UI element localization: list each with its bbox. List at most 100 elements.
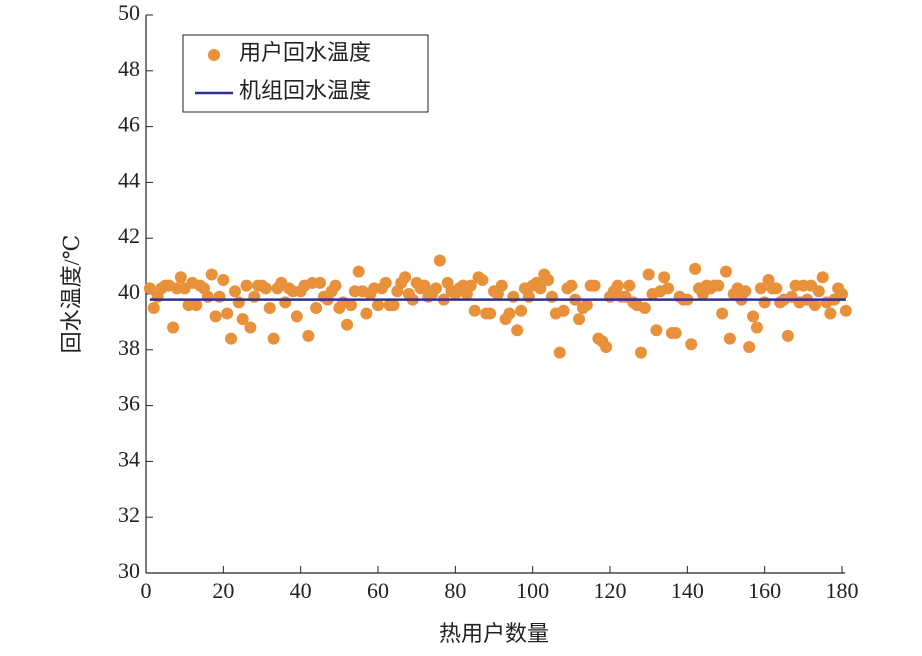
- x-tick-label: 20: [212, 578, 234, 603]
- scatter-point: [712, 279, 725, 292]
- scatter-point: [302, 329, 315, 342]
- scatter-point: [201, 290, 214, 303]
- scatter-point: [588, 279, 601, 292]
- scatter-point: [433, 254, 446, 267]
- scatter-point: [542, 274, 555, 287]
- scatter-point: [723, 332, 736, 345]
- y-tick-label: 34: [118, 446, 140, 471]
- scatter-point: [685, 338, 698, 351]
- scatter-point: [495, 279, 508, 292]
- y-tick-label: 30: [118, 558, 140, 583]
- y-tick-label: 50: [118, 0, 140, 25]
- scatter-point: [565, 279, 578, 292]
- scatter-point: [209, 310, 222, 323]
- scatter-point: [143, 282, 156, 295]
- x-tick-label: 0: [141, 578, 152, 603]
- scatter-point: [546, 290, 558, 303]
- scatter-point: [228, 285, 241, 298]
- scatter-point: [634, 346, 647, 359]
- legend-marker: [208, 49, 220, 61]
- scatter-point: [221, 307, 234, 320]
- scatter-point: [662, 282, 674, 295]
- x-tick-label: 100: [516, 578, 549, 603]
- scatter-point: [259, 282, 272, 295]
- scatter-point: [372, 299, 384, 312]
- scatter-point: [580, 299, 593, 312]
- scatter-point: [213, 290, 226, 303]
- scatter-point: [553, 346, 566, 359]
- scatter-point: [341, 318, 354, 331]
- scatter-point: [836, 288, 848, 300]
- legend-label: 用户回水温度: [239, 40, 371, 65]
- scatter-point: [770, 282, 783, 295]
- x-tick-label: 80: [444, 578, 466, 603]
- scatter-point: [808, 299, 821, 312]
- scatter-point: [484, 307, 497, 320]
- scatter-point: [573, 313, 586, 326]
- x-tick-label: 180: [826, 578, 859, 603]
- scatter-point: [669, 327, 682, 340]
- scatter-point: [747, 310, 760, 323]
- scatter-point: [399, 271, 412, 284]
- scatter-point: [758, 296, 771, 309]
- scatter-point: [167, 321, 180, 334]
- scatter-point: [522, 290, 535, 303]
- scatter-point: [468, 304, 481, 317]
- scatter-point: [600, 341, 613, 354]
- scatter-point: [232, 296, 245, 309]
- scatter-point: [623, 279, 636, 292]
- y-tick-label: 40: [118, 279, 140, 304]
- scatter-point: [557, 304, 570, 317]
- scatter-point: [310, 301, 323, 314]
- scatter-point: [781, 329, 794, 342]
- scatter-point: [650, 324, 663, 337]
- scatter-point: [360, 307, 373, 320]
- y-tick-label: 48: [118, 56, 140, 81]
- scatter-point: [267, 332, 280, 345]
- scatter-point: [716, 307, 729, 320]
- x-tick-label: 40: [290, 578, 312, 603]
- scatter-point: [464, 279, 477, 292]
- scatter-point: [244, 321, 257, 334]
- scatter-point: [658, 271, 671, 284]
- y-tick-label: 32: [118, 502, 140, 527]
- scatter-point: [816, 271, 829, 284]
- scatter-point: [344, 299, 357, 312]
- scatter-point: [750, 321, 763, 334]
- scatter-point: [515, 304, 528, 317]
- y-axis-label: 回水温度/℃: [59, 235, 84, 354]
- x-tick-label: 160: [748, 578, 781, 603]
- scatter-point: [507, 290, 520, 303]
- scatter-point: [240, 279, 253, 292]
- scatter-point: [263, 301, 276, 314]
- scatter-point: [174, 271, 187, 284]
- scatter-point: [754, 282, 767, 295]
- scatter-point: [387, 299, 400, 312]
- scatter-point: [279, 296, 292, 309]
- legend-label: 机组回水温度: [239, 78, 371, 103]
- x-tick-label: 140: [671, 578, 704, 603]
- scatter-point: [638, 301, 651, 314]
- y-tick-label: 46: [118, 112, 140, 137]
- scatter-point: [743, 341, 756, 354]
- x-axis-label: 热用户数量: [439, 621, 549, 646]
- scatter-point: [534, 282, 547, 295]
- scatter-point: [190, 299, 203, 312]
- scatter-point: [720, 265, 732, 278]
- scatter-point: [379, 276, 392, 289]
- scatter-point: [511, 324, 524, 337]
- scatter-point: [225, 332, 238, 345]
- scatter-point: [430, 282, 442, 295]
- y-tick-label: 42: [118, 223, 140, 248]
- scatter-point: [248, 290, 261, 303]
- scatter-point: [476, 274, 489, 287]
- scatter-point: [642, 268, 655, 281]
- y-tick-label: 44: [118, 167, 140, 192]
- scatter-point: [812, 285, 825, 298]
- scatter-point: [611, 279, 624, 292]
- scatter-point: [217, 274, 230, 287]
- scatter-point: [689, 262, 702, 275]
- x-tick-label: 120: [594, 578, 627, 603]
- scatter-point: [205, 268, 218, 281]
